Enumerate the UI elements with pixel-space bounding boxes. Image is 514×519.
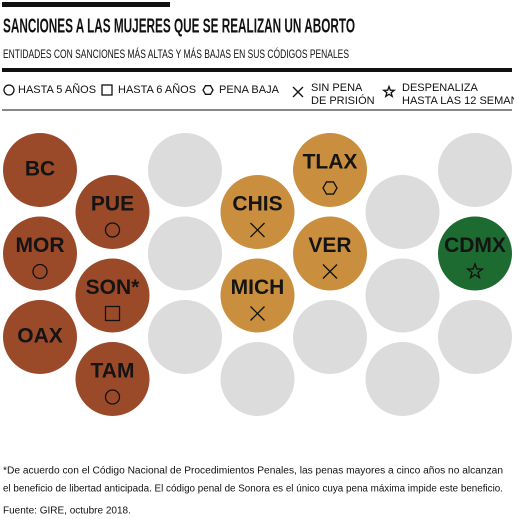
symbol-star <box>381 84 397 99</box>
legend: HASTA 5 AÑOS HASTA 6 AÑOS PENA BAJA SIN PEN… <box>3 82 514 107</box>
state-label: MICH <box>231 276 285 299</box>
state-cell <box>293 133 367 207</box>
footnote: *De acuerdo con el Código Nacional de Pr… <box>3 466 503 477</box>
footnote: el beneficio de libertad anticipada. El … <box>3 484 503 495</box>
state-label: OAX <box>17 325 63 348</box>
symbol-circle <box>32 263 48 280</box>
title: SANCIONES A LAS MUJERES QUE SE REALIZAN … <box>3 15 355 37</box>
empty-cell <box>365 258 440 333</box>
empty-cell <box>293 300 367 374</box>
hex-grid: BC MOR OAX PUE SON* TAM CHIS MICH TLAX VER CDMX <box>3 133 512 416</box>
empty-cell <box>438 133 512 207</box>
empty-cell <box>438 300 512 374</box>
symbol-x <box>322 264 338 279</box>
state-label: CHIS <box>232 193 282 216</box>
state-cell <box>220 175 295 249</box>
symbol-circle <box>104 222 121 238</box>
state-cell <box>3 216 77 291</box>
symbol-star <box>465 261 485 280</box>
symbol-square <box>104 305 121 322</box>
empty-cell <box>365 175 440 249</box>
empty-cell <box>220 342 295 416</box>
symbol-hexagon <box>322 181 338 195</box>
legend-label: HASTA LAS 12 SEMANAS <box>402 95 514 107</box>
state-cell <box>293 216 367 291</box>
state-label: MOR <box>16 234 65 257</box>
state-label: PUE <box>91 193 134 216</box>
source: Fuente: GIRE, octubre 2018. <box>3 506 131 517</box>
symbol-square <box>101 84 113 96</box>
state-cell <box>3 133 77 207</box>
symbol-x <box>250 306 265 321</box>
state-label: SON* <box>86 276 141 299</box>
symbol-hexagon <box>202 85 214 95</box>
legend-label: DESPENALIZA <box>402 82 478 94</box>
legend-label: PENA BAJA <box>219 84 280 96</box>
state-label: TLAX <box>303 151 358 174</box>
symbol-x <box>292 86 304 98</box>
state-label: VER <box>308 234 351 257</box>
state-cell <box>75 342 150 416</box>
empty-cell <box>365 342 440 416</box>
state-cell <box>75 175 150 249</box>
symbol-circle <box>3 84 15 96</box>
symbol-circle <box>104 389 121 405</box>
state-label: CDMX <box>444 234 506 257</box>
legend-label: HASTA 5 AÑOS <box>18 83 96 96</box>
empty-cell <box>148 300 222 374</box>
state-cell <box>220 258 295 333</box>
state-label: BC <box>25 158 55 181</box>
legend-label: DE PRISIÓN <box>311 94 375 107</box>
state-cell <box>3 300 77 374</box>
empty-cell <box>148 216 222 291</box>
empty-cell <box>148 133 222 207</box>
state-cell <box>438 216 512 291</box>
divider <box>2 68 512 72</box>
legend-label: HASTA 6 AÑOS <box>118 83 196 96</box>
legend-label: SIN PENA <box>311 82 363 94</box>
symbol-x <box>250 222 265 238</box>
subtitle: ENTIDADES CON SANCIONES MÁS ALTAS Y MÁS … <box>3 46 349 61</box>
state-label: TAM <box>91 360 135 383</box>
state-cell <box>75 258 150 333</box>
top-bar <box>2 2 170 7</box>
